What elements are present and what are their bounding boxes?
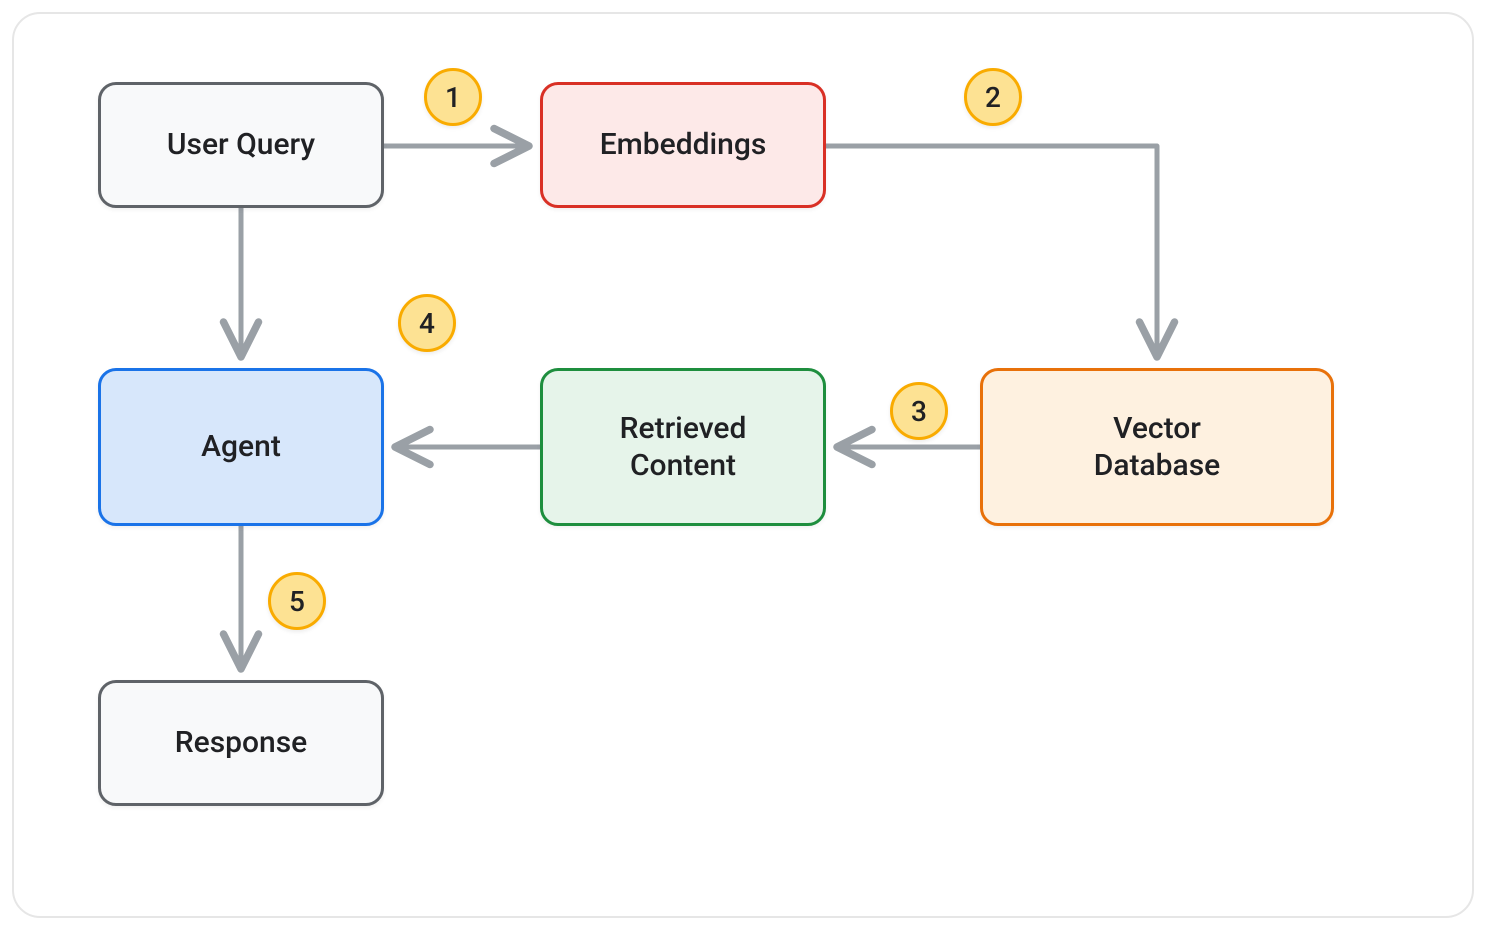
step-badge-4: 4 [398, 294, 456, 352]
step-badge-1: 1 [424, 68, 482, 126]
step-badge-5: 5 [268, 572, 326, 630]
node-embeddings: Embeddings [540, 82, 826, 208]
node-vector-database: VectorDatabase [980, 368, 1334, 526]
node-agent: Agent [98, 368, 384, 526]
node-response: Response [98, 680, 384, 806]
node-user-query: User Query [98, 82, 384, 208]
step-badge-3: 3 [890, 382, 948, 440]
step-badge-2: 2 [964, 68, 1022, 126]
node-retrieved-content: RetrievedContent [540, 368, 826, 526]
